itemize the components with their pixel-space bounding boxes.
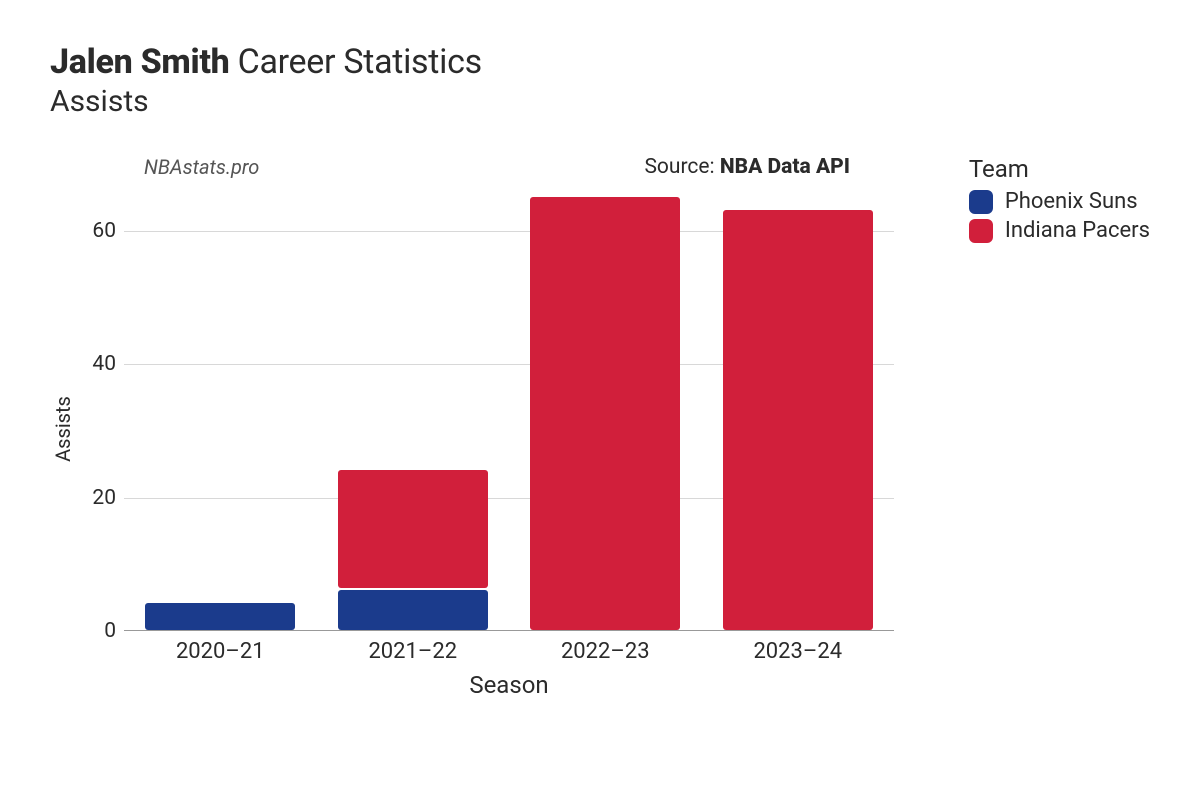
y-tick-label: 0 — [80, 619, 116, 643]
y-tick-label: 20 — [80, 486, 116, 510]
x-tick-label: 2021–22 — [368, 639, 457, 664]
y-tick-label: 40 — [80, 352, 116, 376]
y-axis-label: Assists — [51, 396, 75, 462]
chart-title: Jalen Smith Career Statistics — [50, 42, 1150, 82]
x-tick-label: 2020–21 — [176, 639, 265, 664]
chart-container: Jalen Smith Career Statistics Assists NB… — [0, 0, 1200, 800]
chart-subtitle: Assists — [50, 84, 1150, 119]
source-prefix: Source: — [644, 155, 719, 179]
bar-segment — [723, 210, 873, 630]
title-suffix: Career Statistics — [238, 42, 482, 82]
x-tick-label: 2022–23 — [561, 639, 650, 664]
x-axis-label: Season — [469, 671, 548, 699]
legend-swatch — [969, 190, 993, 214]
title-block: Jalen Smith Career Statistics Assists — [50, 42, 1150, 119]
legend-swatch — [969, 219, 993, 243]
legend-item: Indiana Pacers — [969, 218, 1150, 243]
source-name: NBA Data API — [720, 155, 850, 179]
legend-label: Indiana Pacers — [1005, 218, 1150, 243]
chart-area: NBAstats.pro Source: NBA Data API Team P… — [50, 149, 1150, 709]
y-tick-label: 60 — [80, 219, 116, 243]
player-name: Jalen Smith — [50, 42, 229, 82]
legend: Team Phoenix Suns Indiana Pacers — [969, 155, 1150, 243]
bar-segment — [530, 197, 680, 630]
bar-segment — [338, 590, 488, 630]
legend-title: Team — [969, 155, 1150, 183]
x-tick-label: 2023–24 — [753, 639, 842, 664]
legend-label: Phoenix Suns — [1005, 189, 1138, 214]
source-credit: Source: NBA Data API — [644, 155, 850, 179]
bar-segment — [145, 603, 295, 630]
legend-item: Phoenix Suns — [969, 189, 1150, 214]
plot-area: 02040602020–212021–222022–232023–24 — [124, 191, 894, 631]
bar-segment — [338, 470, 488, 588]
watermark-text: NBAstats.pro — [144, 155, 259, 179]
